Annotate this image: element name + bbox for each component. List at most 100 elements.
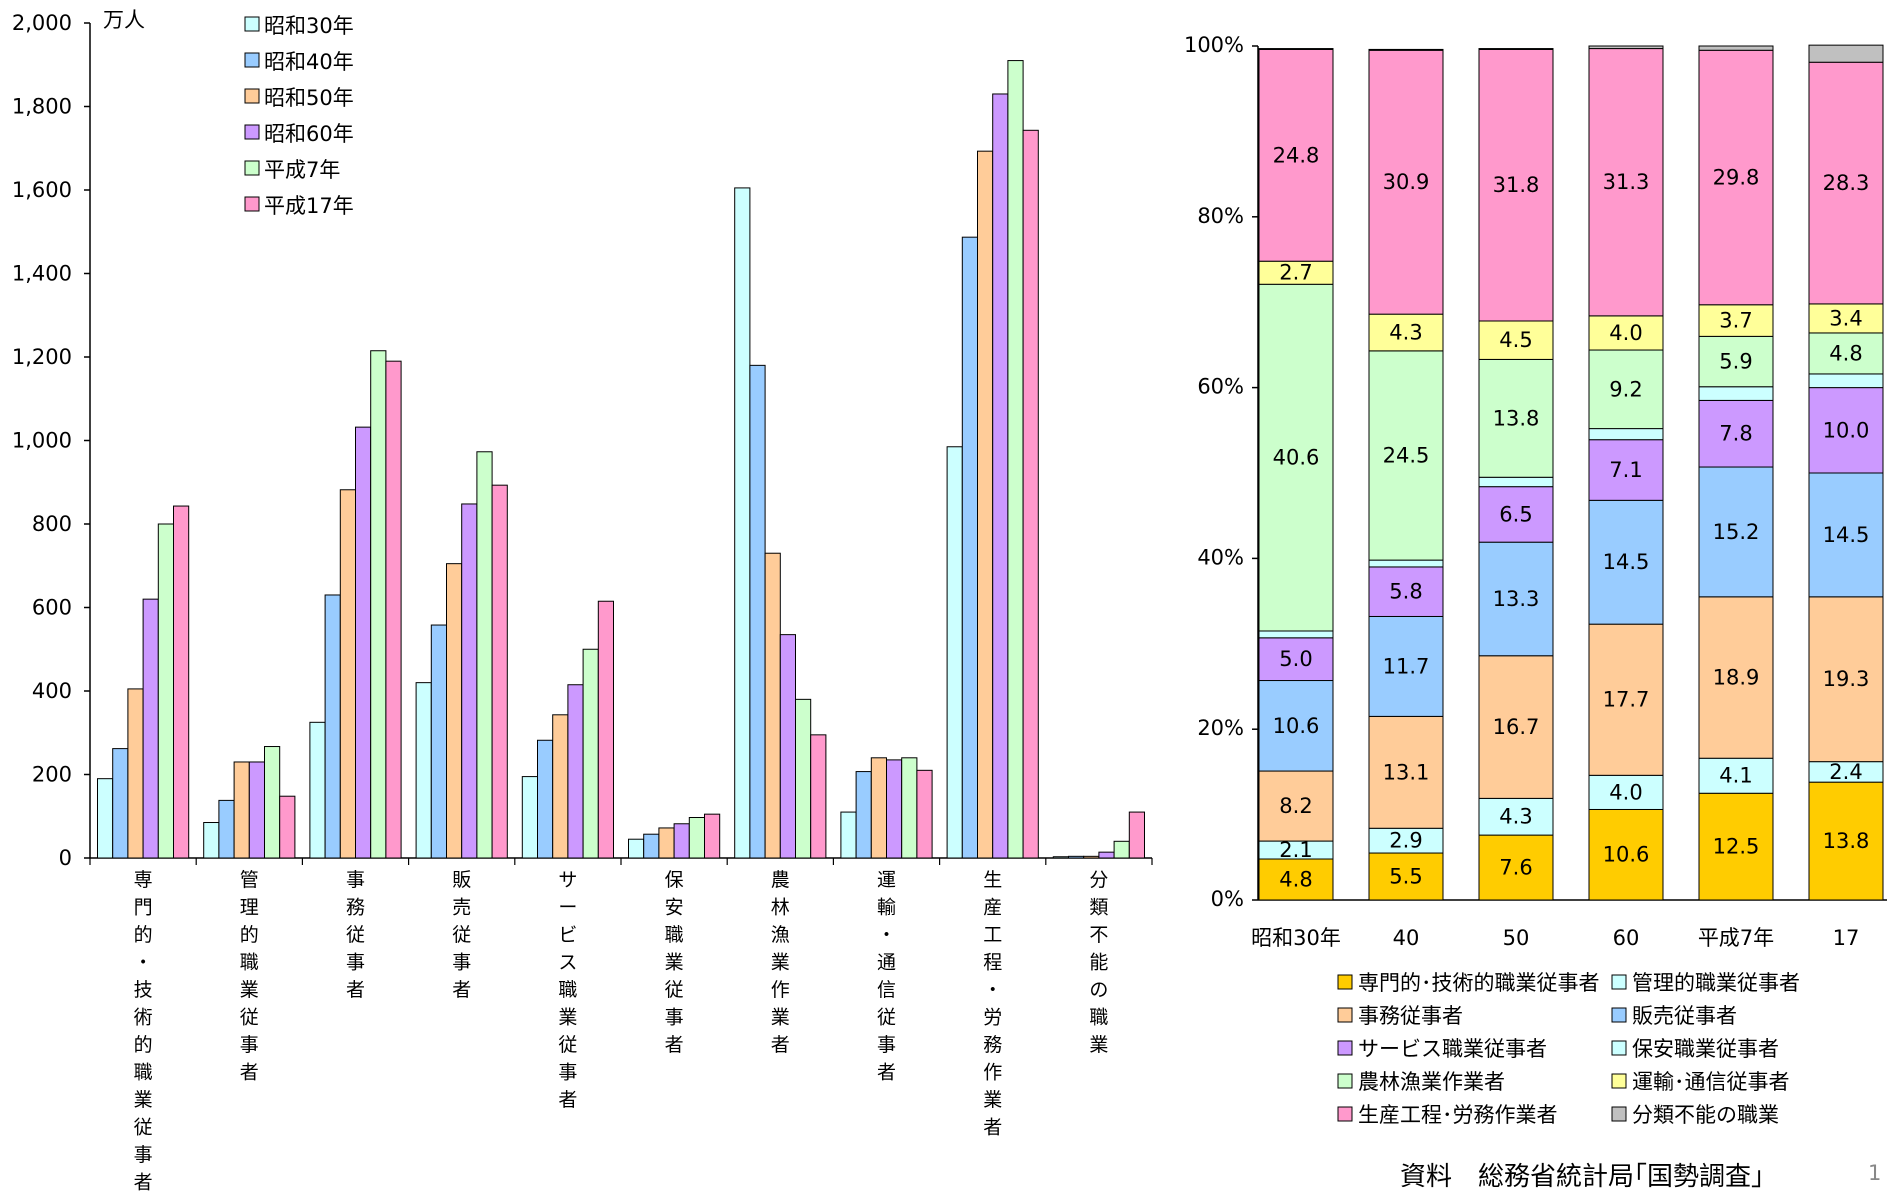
right-segment-label: 5.5 [1389,865,1422,889]
right-segment-販売従事者-60 [1588,499,1664,625]
right-segment-事務従事者-50 [1478,655,1554,799]
left-bar-平成17年-分類不能の職業 [1128,811,1146,859]
right-segment-label: 30.9 [1383,170,1430,194]
left-bar-昭和30年-事務従事者 [309,721,326,859]
left-bar-昭和50年-管理的職業従事者 [233,761,250,859]
left-bar-昭和30年-農林漁業作業者 [734,187,751,859]
left-bar-平成17年-運輸・通信従事者 [916,769,933,859]
right-segment-専門的･技術的職業従事者-60 [1588,808,1664,901]
right-segment-分類不能の職業-50 [1478,48,1554,50]
right-segment-生産工程･労務作業者-平成7年 [1698,49,1774,306]
left-category-label: 保安職業従事者 [665,869,684,1056]
left-bar-昭和60年-管理的職業従事者 [248,761,266,859]
left-category-label: 農林漁業作業者 [771,869,790,1056]
left-bar-昭和30年-分類不能の職業 [1052,856,1070,859]
right-segment-label: 14.5 [1823,523,1870,547]
right-segment-農林漁業作業者-60 [1588,349,1664,430]
right-segment-販売従事者-平成7年 [1698,466,1774,598]
right-legend-swatch [1337,1007,1353,1023]
right-segment-label: 13.1 [1383,760,1430,784]
right-segment-農林漁業作業者-50 [1478,358,1554,478]
right-segment-label: 4.0 [1609,780,1642,804]
left-legend-swatch [244,16,260,32]
right-y-tick-label: 0% [1211,887,1244,911]
right-segment-農林漁業作業者-17 [1808,332,1884,375]
right-y-tick-label: 20% [1197,716,1244,740]
left-bar-平成17年-専門的・技術的職業従事者 [173,505,190,859]
left-legend-swatch [244,52,260,68]
left-y-tick-label: 800 [32,512,72,536]
right-segment-サービス職業従事者-50 [1478,486,1554,543]
right-segment-生産工程･労務作業者-50 [1478,48,1554,322]
right-segment-分類不能の職業-17 [1808,44,1884,63]
right-segment-専門的･技術的職業従事者-40 [1368,852,1444,901]
right-segment-専門的･技術的職業従事者-昭和30年 [1258,858,1334,901]
left-bar-昭和30年-生産工程・労務作業者 [946,446,963,859]
right-stacked-bars: 4.8 2.1 8.2 10.6 5.0 40.6 2.7 24.8 5.5 2.9 13.1 11.… [1258,44,1884,901]
right-category-label: 50 [1503,926,1530,950]
right-legend-label: 運輸･通信従事者 [1632,1070,1790,1094]
right-segment-管理的職業従事者-40 [1368,827,1444,854]
right-segment-販売従事者-50 [1478,541,1554,657]
left-bar-昭和40年-運輸・通信従事者 [855,771,872,859]
left-y-tick-label: 1,800 [12,95,72,119]
left-bar-昭和60年-運輸・通信従事者 [886,759,903,859]
right-segment-分類不能の職業-60 [1588,45,1664,50]
right-segment-label: 10.0 [1823,418,1870,442]
right-segment-label: 7.8 [1719,422,1752,446]
left-bar-昭和40年-管理的職業従事者 [218,799,235,859]
right-y-tick-label: 100% [1184,33,1244,57]
right-segment-販売従事者-17 [1808,472,1884,598]
right-segment-label: 29.8 [1713,166,1760,190]
right-segment-label: 4.8 [1279,868,1312,892]
right-segment-事務従事者-40 [1368,715,1444,829]
right-legend-swatch [1611,1073,1627,1089]
left-bar-昭和60年-専門的・技術的職業従事者 [142,598,159,859]
left-bar-平成7年-分類不能の職業 [1113,840,1130,859]
right-segment-label: 4.1 [1719,764,1752,788]
left-bar-昭和30年-保安職業従事者 [628,838,645,859]
right-segment-label: 4.3 [1389,321,1422,345]
left-bar-昭和50年-生産工程・労務作業者 [977,150,994,859]
left-bar-昭和60年-事務従事者 [355,426,372,859]
left-x-axis-labels: 専門的・技術的職業従事者 管理的職業従事者 事務従事者 販売従事者 サービス職業従事者 保… [134,869,1109,1194]
right-legend-swatch [1337,1040,1353,1056]
right-segment-label: 19.3 [1823,667,1870,691]
left-bar-昭和50年-サービス職業従事者 [552,714,569,859]
right-segment-label: 4.0 [1609,321,1642,345]
right-segment-販売従事者-昭和30年 [1258,680,1334,772]
right-segment-保安職業従事者-40 [1368,559,1444,568]
left-bar-昭和50年-専門的・技術的職業従事者 [127,688,144,859]
left-y-tick-label: 600 [32,596,72,620]
right-segment-保安職業従事者-平成7年 [1698,386,1774,401]
right-segment-label: 7.1 [1609,458,1642,482]
right-segment-label: 13.8 [1823,829,1870,853]
left-bar-平成7年-農林漁業作業者 [795,698,812,859]
left-bar-昭和30年-専門的・技術的職業従事者 [97,778,114,859]
left-bar-昭和60年-分類不能の職業 [1098,851,1115,859]
right-category-label: 平成7年 [1698,926,1774,950]
right-legend-swatch [1611,1106,1627,1122]
left-bar-平成17年-生産工程・労務作業者 [1022,129,1039,859]
right-segment-label: 3.7 [1719,309,1752,333]
right-segment-label: 13.8 [1493,406,1540,430]
right-segment-管理的職業従事者-60 [1588,774,1664,810]
right-segment-label: 31.3 [1603,170,1650,194]
right-segment-運輸･通信従事者-60 [1588,315,1664,351]
right-segment-生産工程･労務作業者-昭和30年 [1258,48,1334,262]
right-segment-label: 12.5 [1713,835,1760,859]
left-bar-平成17年-サービス職業従事者 [597,600,614,859]
left-bar-平成7年-専門的・技術的職業従事者 [157,523,175,859]
right-legend-label: 事務従事者 [1358,1004,1463,1028]
left-category-label: 分類不能の職業 [1089,869,1108,1056]
right-segment-分類不能の職業-平成7年 [1698,45,1774,51]
right-segment-販売従事者-40 [1368,615,1444,717]
right-segment-運輸･通信従事者-平成7年 [1698,304,1774,337]
left-bar-平成7年-販売従事者 [476,451,493,859]
right-segment-サービス職業従事者-60 [1588,439,1664,501]
left-bar-昭和30年-運輸・通信従事者 [840,811,857,859]
right-segment-農林漁業作業者-昭和30年 [1258,283,1334,632]
right-segment-label: 13.3 [1493,587,1540,611]
right-segment-保安職業従事者-17 [1808,373,1884,389]
